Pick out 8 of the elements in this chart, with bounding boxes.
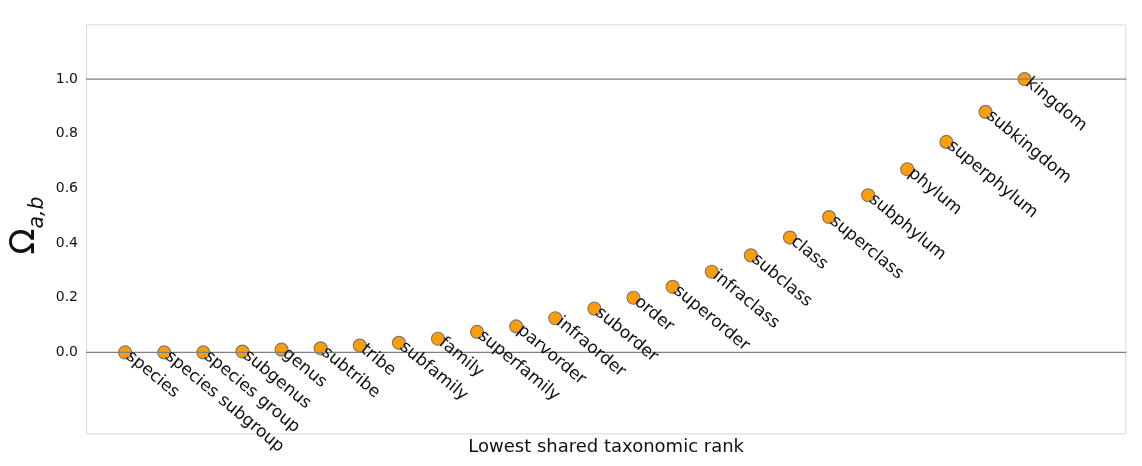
x-axis-title: Lowest shared taxonomic rank xyxy=(468,434,745,456)
y-tick-label: 0.4 xyxy=(55,233,79,250)
y-axis-title: Ωa,b xyxy=(2,196,48,255)
y-tick-label: 0.6 xyxy=(55,179,79,196)
y-tick-label: 1.0 xyxy=(55,69,78,86)
y-tick-label: 0.8 xyxy=(55,124,78,141)
y-tick-label: 0.2 xyxy=(55,288,78,305)
y-tick-label: 0.0 xyxy=(55,343,78,360)
